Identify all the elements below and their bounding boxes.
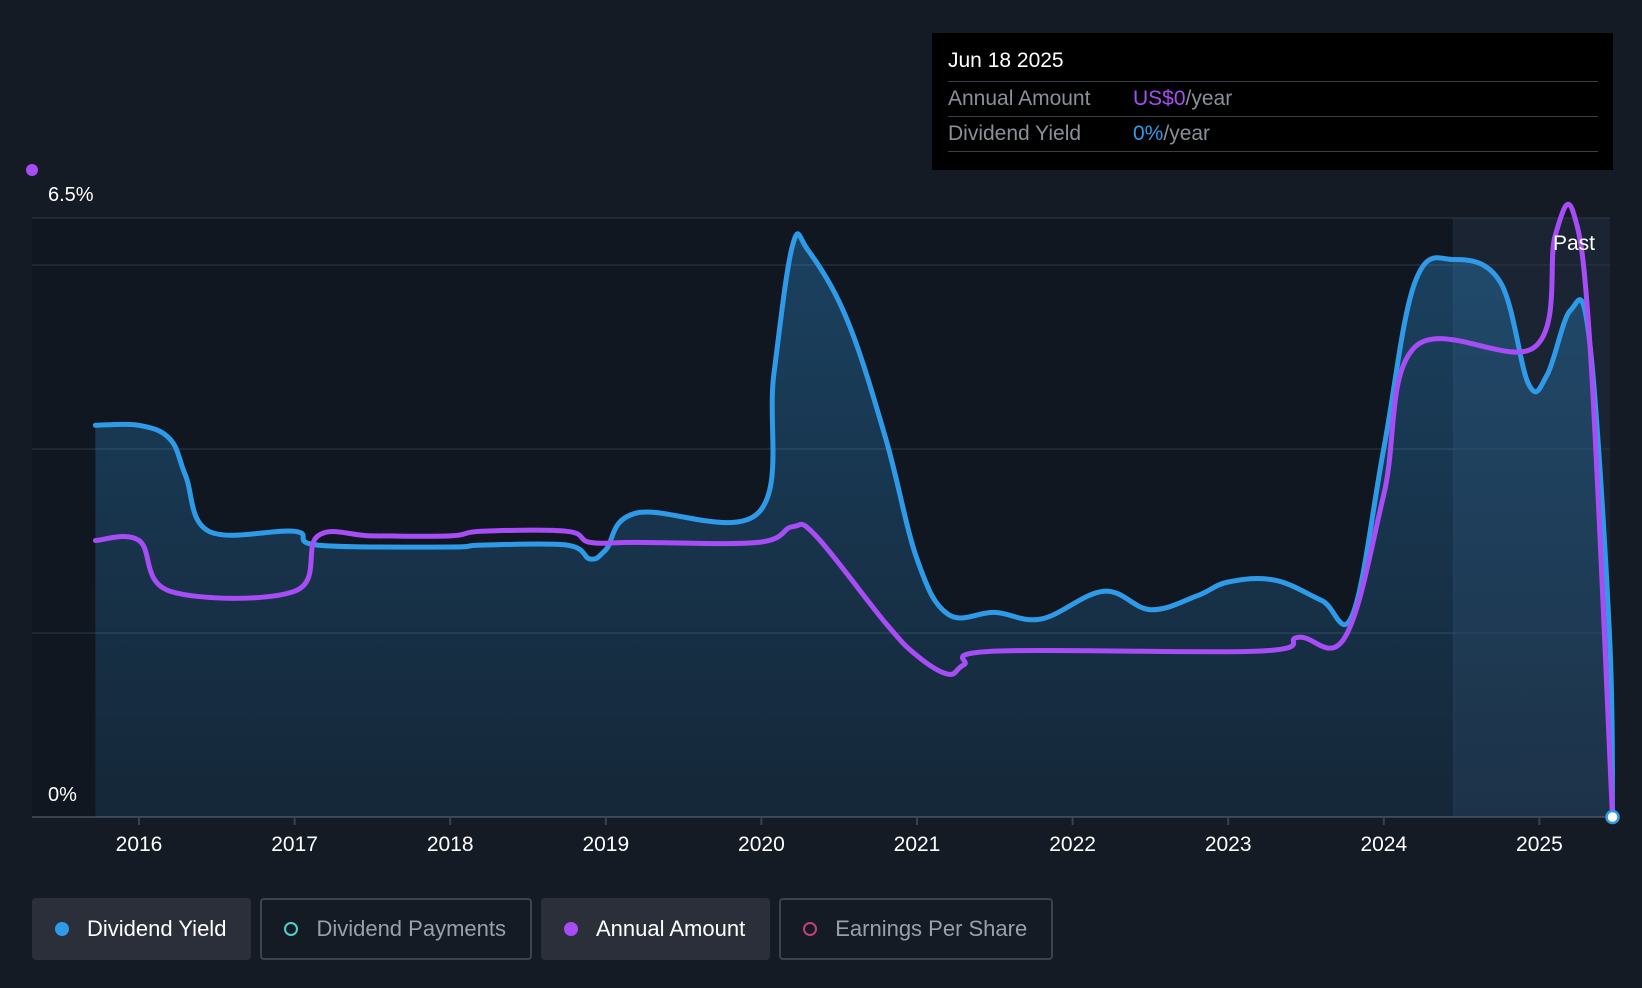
tooltip-row-label: Annual Amount [948, 87, 1091, 110]
legend-label: Annual Amount [595, 916, 746, 941]
past-label: Past [1553, 232, 1595, 255]
tooltip-row-annual-amount: Annual Amount US$0/year [948, 81, 1598, 116]
legend-label: Dividend Yield [87, 916, 227, 941]
series-area-dividend-yield [95, 233, 1613, 818]
legend-earnings-per-share[interactable]: Earnings Per Share [779, 898, 1054, 960]
legend-dividend-yield[interactable]: Dividend Yield [32, 898, 252, 960]
legend-dot-icon [284, 922, 299, 936]
legend: Dividend Yield Dividend Payments Annual … [32, 898, 1054, 962]
x-tick-label: 2024 [1360, 833, 1407, 856]
x-tick-label: 2019 [582, 833, 629, 856]
legend-dot-icon [55, 922, 69, 936]
tooltip-row-dividend-yield: Dividend Yield 0%/year [948, 116, 1598, 152]
series-line-dividend-yield [92, 231, 1615, 820]
legend-dividend-payments[interactable]: Dividend Payments [260, 898, 532, 960]
tooltip-row-value: 0% [1133, 122, 1164, 145]
legend-annual-amount[interactable]: Annual Amount [540, 898, 771, 960]
tooltip-row-label: Dividend Yield [948, 122, 1082, 145]
y-tick-label: 6.5% [48, 184, 94, 206]
x-tick-label: 2022 [1049, 833, 1096, 856]
x-tick-label: 2018 [427, 833, 474, 856]
annual-amount-edge-marker [26, 164, 38, 176]
x-tick-label: 2025 [1516, 833, 1563, 856]
legend-dot-icon [803, 922, 818, 936]
tooltip-row-suffix: /year [1163, 122, 1211, 145]
legend-label: Earnings Per Share [835, 916, 1028, 941]
x-tick-label: 2016 [116, 833, 163, 856]
legend-label: Dividend Payments [316, 916, 506, 941]
x-tick-label: 2020 [738, 833, 785, 856]
tooltip-date: Jun 18 2025 [948, 49, 1064, 72]
x-tick-label: 2021 [894, 833, 941, 856]
tooltip: Jun 18 2025 Annual Amount US$0/year Divi… [932, 33, 1613, 170]
current-point-marker [1605, 809, 1620, 825]
tooltip-row-suffix: /year [1185, 87, 1233, 110]
tooltip-row-value: US$0 [1133, 87, 1186, 110]
y-tick-label: 0% [48, 784, 77, 806]
legend-dot-icon [563, 922, 578, 936]
x-tick-label: 2017 [271, 833, 318, 856]
x-tick-label: 2023 [1205, 833, 1252, 856]
series-line-annual-amount [92, 201, 1615, 820]
